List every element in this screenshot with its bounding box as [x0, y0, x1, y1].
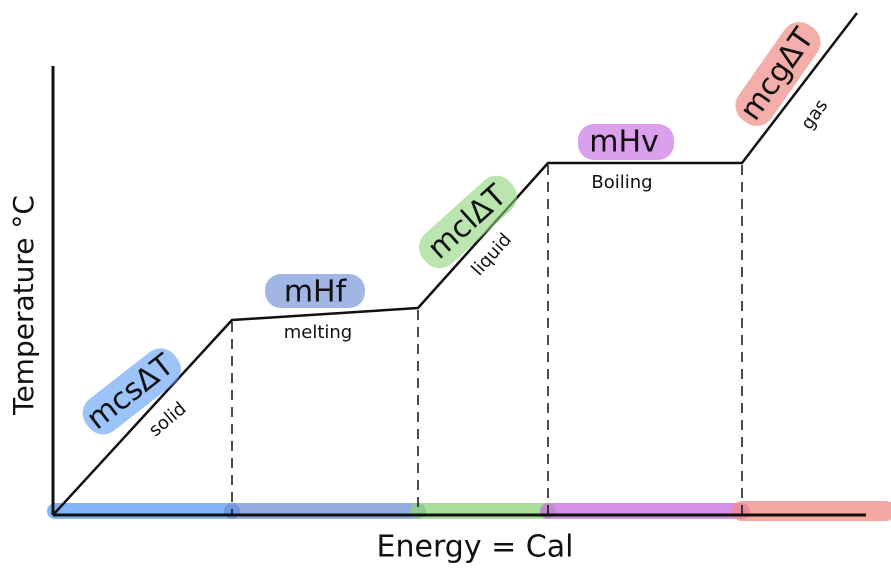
- y-axis-label: Temperature °C: [7, 195, 40, 416]
- highlight-gas: [735, 22, 821, 126]
- x-axis-label: Energy = Cal: [377, 530, 574, 565]
- phase-label-gas: gas: [797, 96, 832, 134]
- phase-label-boiling: Boiling: [591, 172, 652, 193]
- highlight-boiling: [578, 124, 674, 160]
- highlight-melting: [265, 274, 365, 308]
- phase-dividers: [231, 165, 743, 515]
- highlight-liquid: [418, 175, 518, 269]
- formula-boiling: mHv: [589, 125, 659, 160]
- formula-highlights: [82, 22, 821, 435]
- highlight-solid: [82, 348, 181, 435]
- heating-curve: [52, 12, 858, 516]
- formula-melting: mHf: [284, 275, 348, 310]
- phase-label-solid: solid: [145, 398, 191, 441]
- phase-label-melting: melting: [284, 322, 353, 343]
